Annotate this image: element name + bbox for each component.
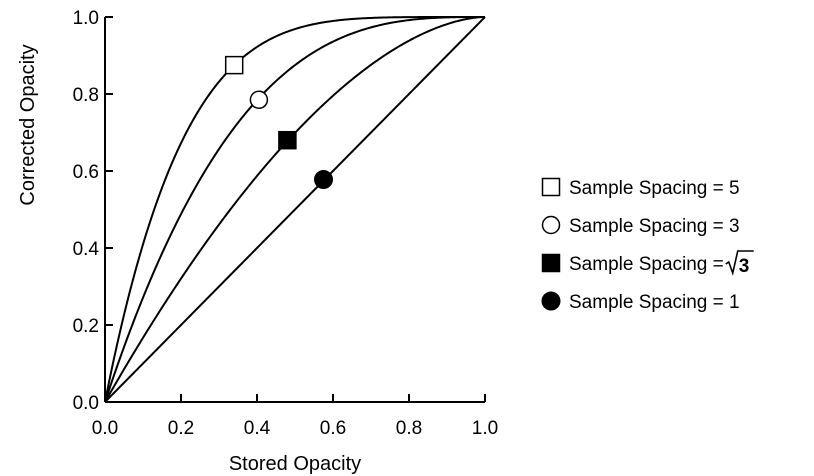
series-marker-1 [224, 55, 244, 75]
legend-marker-4 [541, 291, 561, 311]
y-tick-label: 0.2 [73, 316, 99, 337]
series-line-1 [104, 16, 485, 403]
y-tick-label: 0.4 [73, 239, 100, 260]
legend-marker-3 [541, 253, 561, 273]
axes: 0.0 0.2 0.4 0.6 0.8 1.0 0.0 0.2 0.4 0.6 0.8 1.0 [73, 8, 499, 439]
y-axis-title: Corrected Opacity [17, 44, 39, 205]
x-tick-label: 0.0 [92, 418, 118, 439]
legend-label-3: Sample Spacing = [569, 254, 724, 275]
series-line-2 [104, 16, 485, 403]
y-tick-label: 0.6 [73, 162, 99, 183]
series-marker-2 [249, 90, 269, 110]
x-tick-label: 1.0 [472, 418, 498, 439]
legend-label-2: Sample Spacing = 3 [569, 216, 740, 237]
y-tick-label: 0.0 [73, 393, 99, 414]
legend-marker-1 [541, 177, 561, 197]
legend-marker-2 [541, 215, 561, 235]
legend-label-1: Sample Spacing = 5 [569, 178, 740, 199]
x-tick-label: 0.4 [244, 418, 271, 439]
y-tick-label: 0.8 [73, 85, 99, 106]
x-tick-label: 0.6 [320, 418, 346, 439]
plot-area [104, 16, 486, 403]
legend: Sample Spacing = 5 Sample Spacing = 3 Samp… [541, 177, 754, 313]
series-marker-4 [314, 169, 333, 189]
x-tick-label: 0.2 [168, 418, 194, 439]
series-marker-3 [278, 130, 297, 150]
legend-root-value: 3 [739, 256, 750, 277]
series-line-4 [104, 16, 486, 403]
x-tick-label: 0.8 [396, 418, 422, 439]
x-axis-title: Stored Opacity [229, 453, 361, 475]
legend-label-4: Sample Spacing = 1 [569, 292, 740, 313]
y-tick-label: 1.0 [73, 8, 99, 29]
sqrt-symbol [725, 250, 754, 276]
